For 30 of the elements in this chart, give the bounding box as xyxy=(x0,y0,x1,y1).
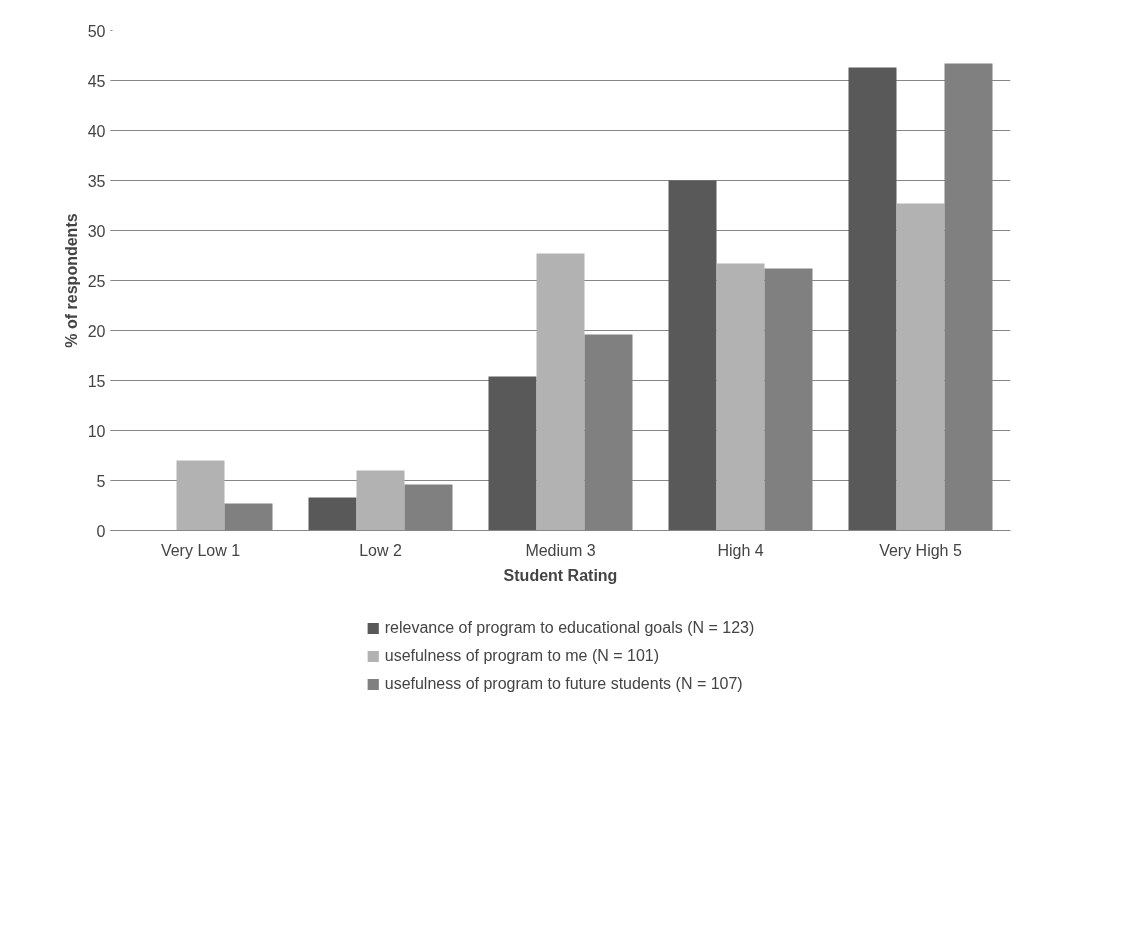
y-tick-label: 45 xyxy=(87,72,106,90)
y-tick-label: 40 xyxy=(87,122,106,140)
x-tick-label: High 4 xyxy=(717,541,764,559)
x-tick-label: Medium 3 xyxy=(525,541,596,559)
y-axis-title: % of respondents xyxy=(62,213,80,348)
legend-label: usefulness of program to future students (N = 107) xyxy=(384,675,743,693)
y-tick-label: 50 xyxy=(87,22,106,40)
x-tick-label: Very High 5 xyxy=(879,541,962,559)
y-tick-label: 30 xyxy=(87,222,106,240)
bar xyxy=(176,460,225,531)
y-tick-label: 35 xyxy=(87,172,106,190)
bar xyxy=(668,180,717,531)
bar xyxy=(308,497,357,531)
y-tick-label: 10 xyxy=(87,422,106,440)
legend-label: relevance of program to educational goals (N = 123) xyxy=(384,619,755,637)
y-tick-label: 25 xyxy=(87,272,106,290)
y-tick-label: 20 xyxy=(87,322,106,340)
bar xyxy=(536,253,585,531)
bar xyxy=(356,470,405,531)
x-tick-label: Low 2 xyxy=(359,541,402,559)
bar xyxy=(488,376,537,531)
bar xyxy=(848,67,897,531)
y-tick-label: 0 xyxy=(96,522,106,540)
bar xyxy=(896,203,945,531)
legend-label: usefulness of program to me (N = 101) xyxy=(384,647,660,665)
bar xyxy=(716,263,765,531)
x-axis-title: Student Rating xyxy=(503,566,618,584)
x-tick-label: Very Low 1 xyxy=(160,541,241,559)
y-tick-label: 5 xyxy=(96,472,106,490)
y-tick-label: 15 xyxy=(87,372,106,390)
